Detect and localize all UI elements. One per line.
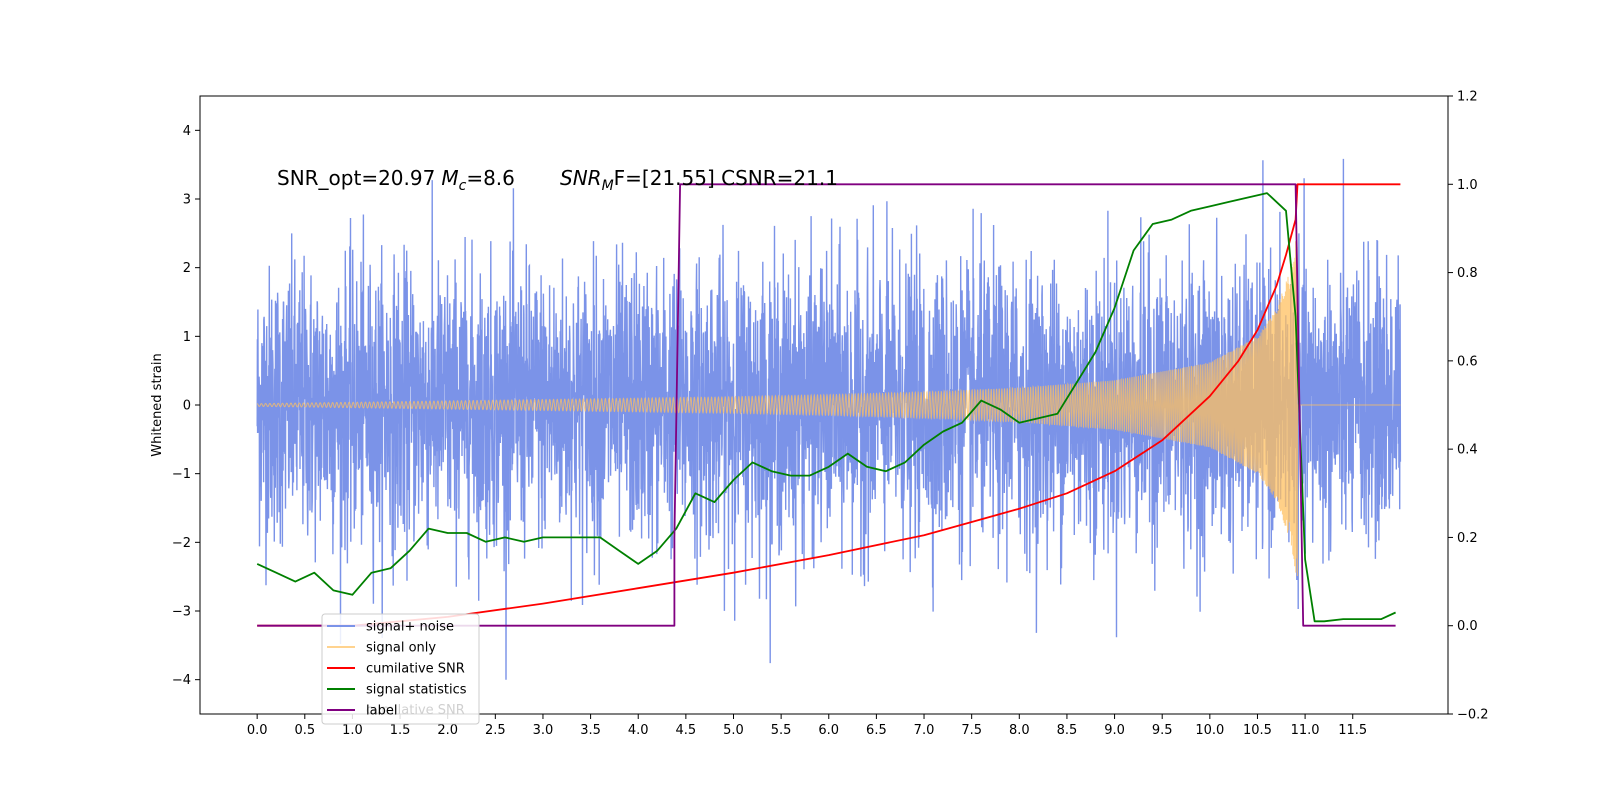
annotation-snr-mf-sub: M bbox=[602, 178, 614, 194]
series-cumulative-snr bbox=[257, 183, 1401, 627]
y2-tick-label: 1.2 bbox=[1457, 90, 1478, 105]
annotation-mc: M bbox=[441, 166, 458, 190]
y-tick-label: −4 bbox=[172, 673, 191, 688]
x-tick-label: 11.5 bbox=[1338, 723, 1367, 738]
x-tick-label: 2.0 bbox=[437, 723, 458, 738]
x-axis-ticks: 0.0 0.5 1.0 1.5 2.0 2.5 3.0 3.5 4.0 4.5 5.0 5.5 6.0 6… bbox=[247, 714, 1367, 738]
series-label bbox=[257, 183, 1396, 627]
x-tick-label: 3.5 bbox=[580, 723, 601, 738]
y2-tick-label: 0.0 bbox=[1457, 619, 1478, 634]
legend-label: signal statistics bbox=[366, 683, 467, 698]
legend-box bbox=[321, 613, 480, 725]
y-tick-label: 4 bbox=[183, 124, 191, 139]
x-tick-label: 4.0 bbox=[628, 723, 649, 738]
y-tick-label: −2 bbox=[172, 536, 191, 551]
x-tick-label: 0.0 bbox=[247, 723, 268, 738]
legend: cumilative SNR signal+ noise signal only c… bbox=[321, 613, 480, 725]
series-layer bbox=[256, 158, 1402, 680]
annotation-snr-mf: SNR bbox=[560, 166, 602, 190]
y-tick-label: −3 bbox=[172, 605, 191, 620]
y2-tick-label: 0.6 bbox=[1457, 354, 1478, 369]
x-tick-label: 6.0 bbox=[818, 723, 839, 738]
x-tick-label: 1.5 bbox=[390, 723, 411, 738]
x-tick-label: 3.0 bbox=[533, 723, 554, 738]
legend-ghost-text: cumilative SNR bbox=[366, 703, 465, 718]
x-tick-label: 7.5 bbox=[961, 723, 982, 738]
x-tick-label: 10.0 bbox=[1195, 723, 1224, 738]
x-tick-label: 8.5 bbox=[1057, 723, 1078, 738]
series-signal-only bbox=[257, 241, 1401, 576]
x-tick-label: 2.5 bbox=[485, 723, 506, 738]
x-tick-label: 9.0 bbox=[1104, 723, 1125, 738]
legend-label: cumilative SNR bbox=[366, 662, 465, 677]
legend-label: signal+ noise bbox=[366, 620, 454, 635]
y-tick-label: 3 bbox=[183, 193, 191, 208]
x-tick-label: 5.5 bbox=[771, 723, 792, 738]
annotation-mc-value: =8.6 bbox=[466, 166, 515, 190]
annotation-line: SNR_opt=20.97 Mc=8.6 bbox=[277, 166, 515, 194]
x-tick-label: 9.5 bbox=[1152, 723, 1173, 738]
x-tick-label: 4.5 bbox=[676, 723, 697, 738]
x-tick-label: 10.5 bbox=[1243, 723, 1272, 738]
y2-tick-label: 0.2 bbox=[1457, 531, 1478, 546]
annotation-snr-mf-value: F=[21.55] CSNR=21.1 bbox=[614, 166, 838, 190]
annotation-line-2: SNRMF=[21.55] CSNR=21.1 bbox=[560, 166, 838, 194]
y-tick-label: 0 bbox=[183, 399, 191, 414]
y2-tick-label: 0.8 bbox=[1457, 266, 1478, 281]
legend-label: label bbox=[366, 704, 397, 719]
x-tick-label: 6.5 bbox=[866, 723, 887, 738]
y-axis-ticks: 4 3 2 1 0 −1 −2 −3 −4 bbox=[172, 124, 200, 688]
annotation-mc-sub: c bbox=[459, 178, 467, 194]
x-tick-label: 0.5 bbox=[294, 723, 315, 738]
y2-tick-label: 1.0 bbox=[1457, 178, 1478, 193]
y2-axis-ticks: 1.2 1.0 0.8 0.6 0.4 0.2 0.0 −0.2 bbox=[1448, 90, 1489, 723]
series-signal-noise bbox=[256, 158, 1402, 680]
x-tick-label: 11.0 bbox=[1291, 723, 1320, 738]
y2-tick-label: −0.2 bbox=[1457, 708, 1489, 723]
series-signal-statistics bbox=[256, 192, 1396, 623]
x-tick-label: 5.0 bbox=[723, 723, 744, 738]
y2-tick-label: 0.4 bbox=[1457, 443, 1478, 458]
x-tick-label: 7.0 bbox=[914, 723, 935, 738]
legend-label: signal only bbox=[366, 641, 436, 656]
legend-entries: signal+ noise signal only cumilative SNR si… bbox=[327, 620, 467, 719]
y-axis-label: Whitened strain bbox=[150, 353, 165, 456]
y-tick-label: 2 bbox=[183, 261, 191, 276]
y-tick-label: −1 bbox=[172, 467, 191, 482]
x-tick-label: 8.0 bbox=[1009, 723, 1030, 738]
x-tick-label: 1.0 bbox=[342, 723, 363, 738]
y-tick-label: 1 bbox=[183, 330, 191, 345]
annotation-snr-opt: SNR_opt=20.97 bbox=[277, 166, 435, 190]
